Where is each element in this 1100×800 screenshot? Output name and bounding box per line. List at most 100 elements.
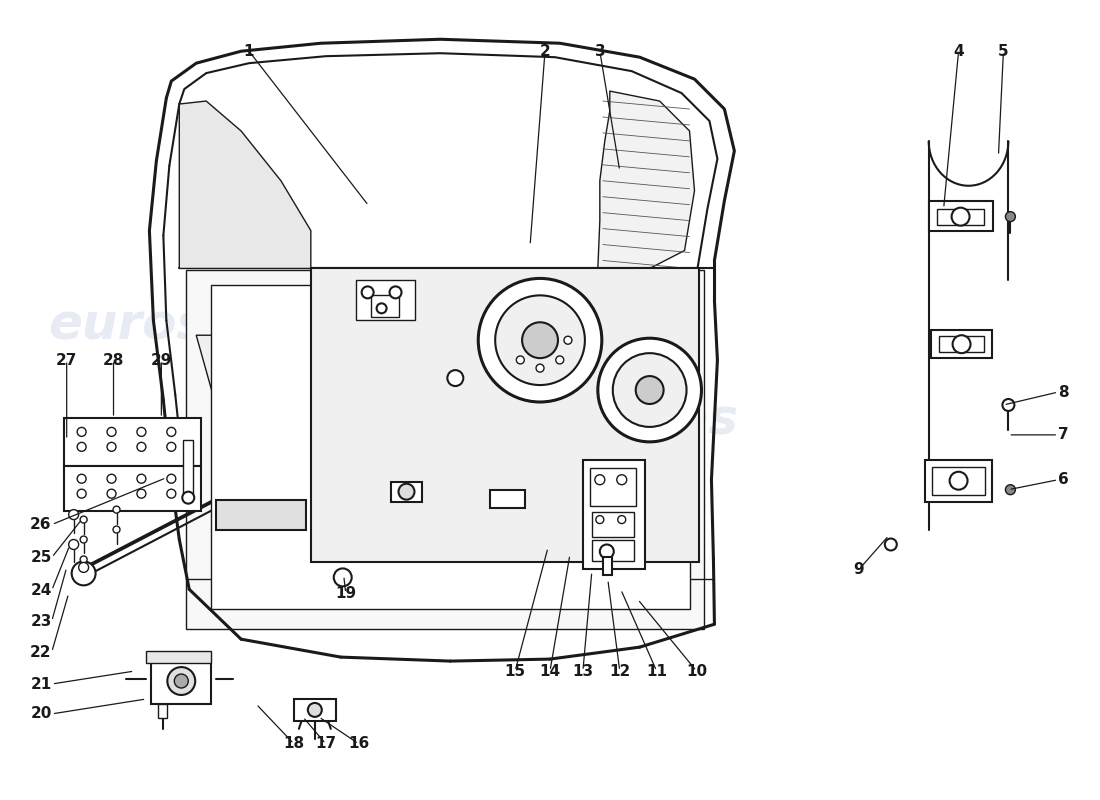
Circle shape	[376, 303, 386, 314]
Bar	[592, 512, 634, 537]
Circle shape	[495, 295, 585, 385]
Polygon shape	[196, 335, 321, 460]
Circle shape	[136, 427, 146, 436]
Circle shape	[884, 538, 896, 550]
Circle shape	[949, 472, 968, 490]
Circle shape	[107, 489, 116, 498]
Circle shape	[80, 556, 87, 563]
Text: 24: 24	[31, 583, 52, 598]
Text: 17: 17	[316, 736, 337, 751]
Text: 13: 13	[572, 663, 593, 678]
Text: eurospares: eurospares	[422, 396, 738, 444]
Text: 29: 29	[151, 353, 172, 368]
Circle shape	[77, 427, 86, 436]
Text: 1: 1	[244, 44, 254, 58]
Circle shape	[536, 364, 544, 372]
Bar	[928, 201, 993, 230]
Circle shape	[516, 356, 525, 364]
Bar	[146, 651, 211, 663]
Circle shape	[308, 703, 322, 717]
Circle shape	[362, 286, 374, 298]
Text: 19: 19	[336, 586, 356, 601]
Bar	[925, 460, 992, 502]
Text: 3: 3	[594, 44, 605, 58]
Circle shape	[1005, 212, 1015, 222]
Bar	[64, 466, 201, 510]
Text: 16: 16	[348, 736, 370, 751]
Circle shape	[167, 489, 176, 498]
Polygon shape	[179, 101, 311, 269]
Circle shape	[77, 489, 86, 498]
Circle shape	[167, 442, 176, 451]
Circle shape	[80, 516, 87, 523]
Text: 14: 14	[539, 663, 561, 678]
Circle shape	[600, 545, 614, 558]
Circle shape	[522, 322, 558, 358]
Circle shape	[596, 515, 604, 523]
Bar	[603, 558, 612, 575]
Circle shape	[80, 536, 87, 543]
Circle shape	[398, 484, 415, 500]
Text: 5: 5	[998, 44, 1009, 58]
Bar	[590, 468, 636, 506]
Text: 21: 21	[31, 677, 52, 691]
Text: 23: 23	[31, 614, 52, 629]
Text: 12: 12	[609, 663, 630, 678]
Bar	[938, 336, 984, 352]
Circle shape	[78, 562, 89, 572]
Circle shape	[107, 427, 116, 436]
Text: 4: 4	[954, 44, 964, 58]
Circle shape	[389, 286, 402, 298]
Circle shape	[556, 356, 564, 364]
Circle shape	[77, 442, 86, 451]
Text: 15: 15	[505, 663, 526, 678]
Bar	[592, 539, 634, 562]
Circle shape	[77, 474, 86, 483]
Circle shape	[136, 474, 146, 483]
Circle shape	[68, 510, 78, 519]
Bar	[184, 440, 194, 494]
Circle shape	[167, 474, 176, 483]
Circle shape	[636, 376, 663, 404]
Bar	[311, 269, 700, 562]
Circle shape	[953, 335, 970, 353]
Bar	[931, 330, 992, 358]
Text: 25: 25	[31, 550, 52, 565]
Circle shape	[107, 474, 116, 483]
Text: 10: 10	[686, 663, 707, 678]
Circle shape	[72, 562, 96, 586]
Text: 6: 6	[1058, 472, 1069, 487]
Text: 8: 8	[1058, 385, 1069, 399]
Circle shape	[597, 338, 702, 442]
Circle shape	[68, 539, 78, 550]
Bar	[390, 482, 422, 502]
Circle shape	[107, 442, 116, 451]
Bar	[371, 295, 398, 318]
Text: 11: 11	[646, 663, 667, 678]
Circle shape	[136, 489, 146, 498]
Bar	[186, 270, 704, 630]
Circle shape	[617, 474, 627, 485]
Bar	[217, 500, 306, 530]
Bar	[583, 460, 645, 570]
Circle shape	[613, 353, 686, 427]
Text: 28: 28	[102, 353, 124, 368]
Text: 9: 9	[854, 562, 865, 577]
Circle shape	[618, 515, 626, 523]
Text: 7: 7	[1058, 427, 1069, 442]
Circle shape	[333, 569, 352, 586]
Bar	[211, 286, 690, 610]
Circle shape	[183, 492, 195, 504]
Bar	[152, 659, 211, 704]
Circle shape	[113, 506, 120, 513]
Polygon shape	[597, 91, 694, 270]
Circle shape	[1005, 485, 1015, 494]
Text: 26: 26	[30, 517, 52, 532]
Bar	[491, 490, 525, 508]
Text: 2: 2	[540, 44, 550, 58]
Circle shape	[136, 442, 146, 451]
Bar	[294, 699, 335, 721]
Text: 27: 27	[56, 353, 77, 368]
Circle shape	[174, 674, 188, 688]
Bar	[355, 281, 416, 320]
